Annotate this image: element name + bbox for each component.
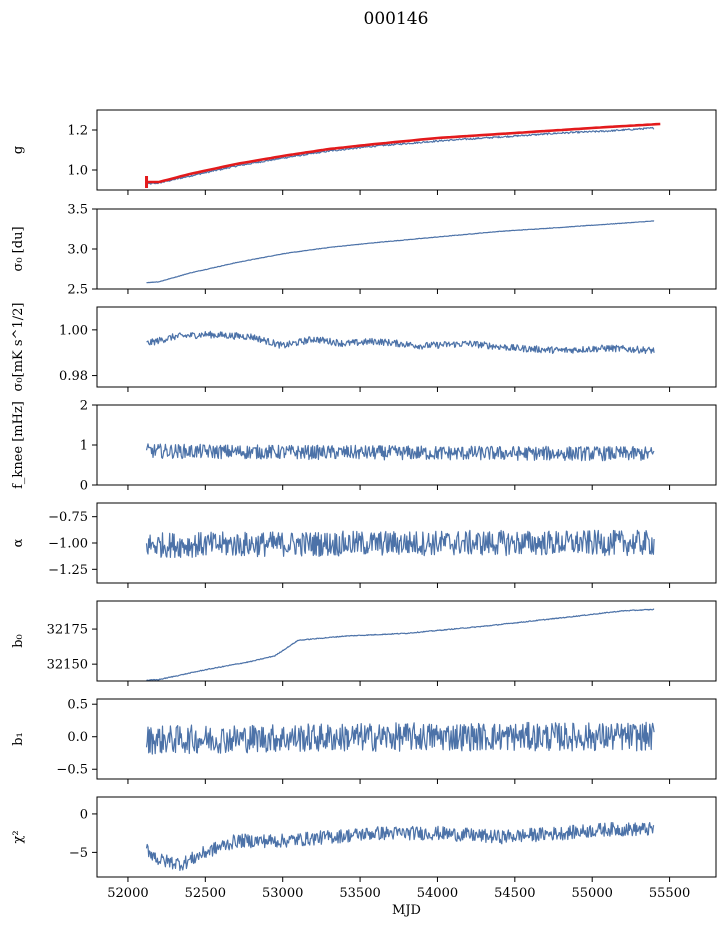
axes-frame — [96, 404, 717, 486]
series-line-1 — [146, 330, 655, 354]
x-tick-label: 55500 — [649, 886, 690, 901]
y-axis-label: σ₀ [du] — [11, 226, 26, 271]
x-tick-label: 54500 — [494, 886, 535, 901]
y-axis-label: g — [11, 146, 26, 154]
panel-8: −5 0 χ² 52000 52500 53000 53500 54000 54500 55000… — [11, 796, 717, 918]
y-axis-label: α — [11, 538, 26, 547]
panels: 1.0 1.2 g 2.5 3.0 3.5 σ₀ [du] 0.98 1.00 σ₀[mK s^1… — [11, 109, 717, 918]
axes-frame — [96, 306, 717, 388]
y-tick-label: −5 — [69, 846, 88, 861]
y-tick-label: 0 — [80, 807, 88, 822]
y-tick-label: 32150 — [47, 658, 88, 673]
panel-7: −0.5 0.0 0.5 b₁ — [11, 698, 717, 784]
y-tick-label: −1.25 — [48, 563, 88, 578]
x-tick-label: 55000 — [572, 886, 613, 901]
y-tick-label: 1.0 — [67, 164, 88, 179]
y-tick-label: 3.5 — [67, 203, 88, 218]
y-tick-label: 2.5 — [67, 283, 88, 298]
axes-frame — [96, 796, 717, 878]
y-tick-label: 1.2 — [67, 124, 88, 139]
panel-2: 2.5 3.0 3.5 σ₀ [du] — [11, 203, 717, 298]
y-tick-label: −0.5 — [56, 763, 88, 778]
y-tick-label: 0.5 — [67, 698, 88, 713]
series-line-1 — [145, 721, 655, 755]
figure-title: 000146 — [364, 9, 429, 29]
y-tick-label: 0.98 — [59, 369, 88, 384]
series-line-1 — [145, 443, 655, 462]
axes-frame — [96, 208, 717, 290]
y-axis-label: f_knee [mHz] — [11, 401, 26, 489]
y-axis-label: b₀ — [11, 634, 26, 648]
x-axis-label: MJD — [392, 903, 421, 918]
y-tick-label: 0.0 — [67, 730, 88, 745]
axes-frame — [96, 698, 717, 780]
panel-5: −1.25 −1.00 −0.75 α — [11, 502, 717, 588]
y-tick-label: −0.75 — [48, 510, 88, 525]
series-line-2 — [146, 122, 661, 184]
series-line-1 — [145, 821, 655, 872]
series-line-1 — [146, 126, 655, 185]
x-tick-label: 52500 — [185, 886, 226, 901]
y-tick-label: 3.0 — [67, 243, 88, 258]
x-tick-label: 52000 — [107, 886, 148, 901]
series-line-1 — [145, 529, 655, 559]
axes-frame — [96, 600, 717, 682]
y-axis-label: b₁ — [11, 732, 26, 746]
x-tick-label: 54000 — [417, 886, 458, 901]
panel-4: 0 1 2 f_knee [mHz] — [11, 399, 717, 494]
x-tick-label: 53500 — [339, 886, 380, 901]
y-tick-label: 0 — [80, 479, 88, 494]
panel-6: 32150 32175 b₀ — [11, 600, 717, 686]
series-line-1 — [146, 220, 655, 284]
axes-frame — [96, 109, 717, 191]
y-axis-label: σ₀[mK s^1/2] — [11, 303, 26, 392]
y-axis-label: χ² — [11, 830, 26, 843]
y-tick-label: 32175 — [47, 623, 88, 638]
panel-3: 0.98 1.00 σ₀[mK s^1/2] — [11, 303, 717, 392]
series-line-1 — [146, 608, 655, 682]
panel-1: 1.0 1.2 g — [11, 109, 717, 195]
y-tick-label: 1 — [80, 439, 88, 454]
y-tick-label: 1.00 — [59, 323, 88, 338]
x-tick-label: 53000 — [262, 886, 303, 901]
y-tick-label: −1.00 — [48, 537, 88, 552]
y-tick-label: 2 — [80, 399, 88, 414]
